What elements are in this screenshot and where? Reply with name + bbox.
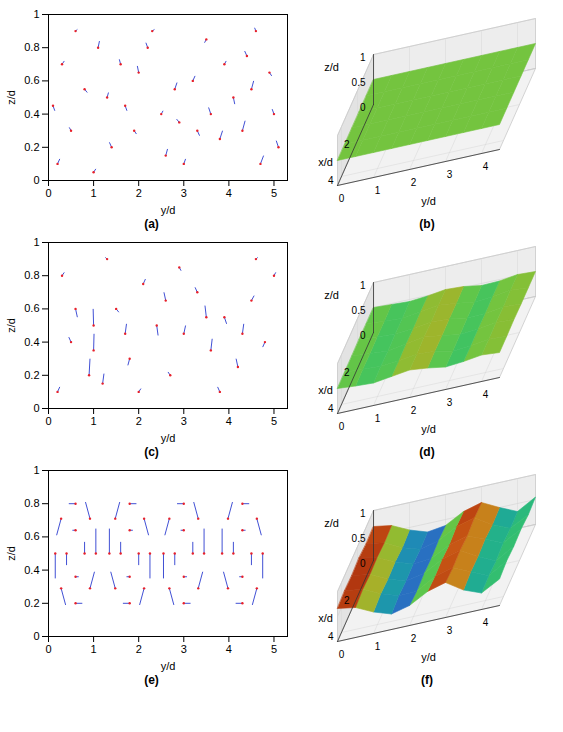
svg-text:5: 5 — [271, 187, 277, 199]
svg-text:2: 2 — [136, 187, 142, 199]
svg-text:0.2: 0.2 — [24, 369, 39, 381]
svg-text:4: 4 — [328, 175, 334, 186]
svg-text:3: 3 — [181, 415, 187, 427]
svg-text:4: 4 — [226, 187, 232, 199]
svg-text:0.5: 0.5 — [352, 77, 366, 88]
svg-text:1: 1 — [360, 52, 366, 63]
svg-text:0: 0 — [33, 402, 39, 414]
svg-text:5: 5 — [271, 415, 277, 427]
svg-text:y/d: y/d — [421, 195, 436, 207]
svg-text:1: 1 — [33, 236, 39, 248]
svg-text:3: 3 — [447, 625, 453, 636]
svg-text:1: 1 — [360, 280, 366, 291]
svg-text:1: 1 — [375, 185, 381, 196]
svg-text:0.2: 0.2 — [24, 597, 39, 609]
svg-text:2: 2 — [344, 595, 350, 606]
svg-text:1: 1 — [33, 8, 39, 20]
svg-text:3: 3 — [181, 187, 187, 199]
svg-text:0: 0 — [339, 649, 345, 660]
svg-text:1: 1 — [91, 415, 97, 427]
svg-text:x/d: x/d — [318, 384, 333, 396]
svg-text:x/d: x/d — [318, 156, 333, 168]
svg-text:2: 2 — [411, 177, 417, 188]
svg-text:0.4: 0.4 — [24, 336, 39, 348]
svg-text:z/d: z/d — [324, 289, 339, 301]
svg-text:z/d: z/d — [5, 90, 17, 105]
svg-text:z/d: z/d — [324, 517, 339, 529]
svg-text:4: 4 — [328, 631, 334, 642]
svg-text:0.2: 0.2 — [24, 141, 39, 153]
svg-text:3: 3 — [447, 397, 453, 408]
html-text:(e): (e) — [144, 673, 159, 687]
svg-text:0.4: 0.4 — [24, 564, 39, 576]
svg-text:0.8: 0.8 — [24, 41, 39, 53]
svg-text:1: 1 — [33, 464, 39, 476]
svg-text:0: 0 — [45, 187, 51, 199]
svg-text:y/d: y/d — [161, 660, 176, 672]
svg-text:0: 0 — [360, 558, 366, 569]
svg-text:4: 4 — [328, 403, 334, 414]
svg-text:0.5: 0.5 — [352, 533, 366, 544]
svg-text:x/d: x/d — [318, 612, 333, 624]
svg-text:2: 2 — [344, 367, 350, 378]
svg-text:1: 1 — [91, 643, 97, 655]
svg-text:0: 0 — [33, 174, 39, 186]
svg-text:0: 0 — [360, 330, 366, 341]
html-text:(d): (d) — [419, 445, 435, 459]
svg-text:0: 0 — [45, 643, 51, 655]
svg-text:4: 4 — [226, 643, 232, 655]
svg-text:0: 0 — [360, 102, 366, 113]
svg-text:4: 4 — [483, 617, 489, 628]
svg-text:0: 0 — [339, 193, 345, 204]
svg-text:3: 3 — [181, 643, 187, 655]
html-text:(f): (f) — [421, 673, 433, 687]
svg-text:z/d: z/d — [324, 61, 339, 73]
svg-text:y/d: y/d — [161, 432, 176, 444]
svg-text:0: 0 — [33, 630, 39, 642]
svg-text:1: 1 — [360, 508, 366, 519]
svg-text:0.8: 0.8 — [24, 269, 39, 281]
svg-text:1: 1 — [375, 413, 381, 424]
svg-text:4: 4 — [483, 161, 489, 172]
svg-text:2: 2 — [344, 139, 350, 150]
svg-text:3: 3 — [447, 169, 453, 180]
svg-text:0.4: 0.4 — [24, 108, 39, 120]
svg-text:2: 2 — [136, 415, 142, 427]
svg-text:z/d: z/d — [5, 546, 17, 561]
svg-text:0: 0 — [45, 415, 51, 427]
html-text:(a): (a) — [144, 217, 159, 231]
svg-text:2: 2 — [411, 633, 417, 644]
svg-text:0.5: 0.5 — [352, 305, 366, 316]
svg-text:z/d: z/d — [5, 318, 17, 333]
svg-text:y/d: y/d — [421, 423, 436, 435]
svg-text:2: 2 — [136, 643, 142, 655]
svg-text:0.6: 0.6 — [24, 530, 39, 542]
svg-text:y/d: y/d — [161, 204, 176, 216]
svg-text:1: 1 — [375, 641, 381, 652]
svg-text:4: 4 — [483, 389, 489, 400]
svg-text:0: 0 — [339, 421, 345, 432]
svg-text:0.6: 0.6 — [24, 302, 39, 314]
svg-text:0.8: 0.8 — [24, 497, 39, 509]
svg-text:0.6: 0.6 — [24, 74, 39, 86]
svg-text:2: 2 — [411, 405, 417, 416]
html-text:(c): (c) — [144, 445, 159, 459]
svg-text:y/d: y/d — [421, 651, 436, 663]
html-text:(b): (b) — [419, 217, 435, 231]
svg-text:1: 1 — [91, 187, 97, 199]
svg-text:4: 4 — [226, 415, 232, 427]
svg-text:5: 5 — [271, 643, 277, 655]
